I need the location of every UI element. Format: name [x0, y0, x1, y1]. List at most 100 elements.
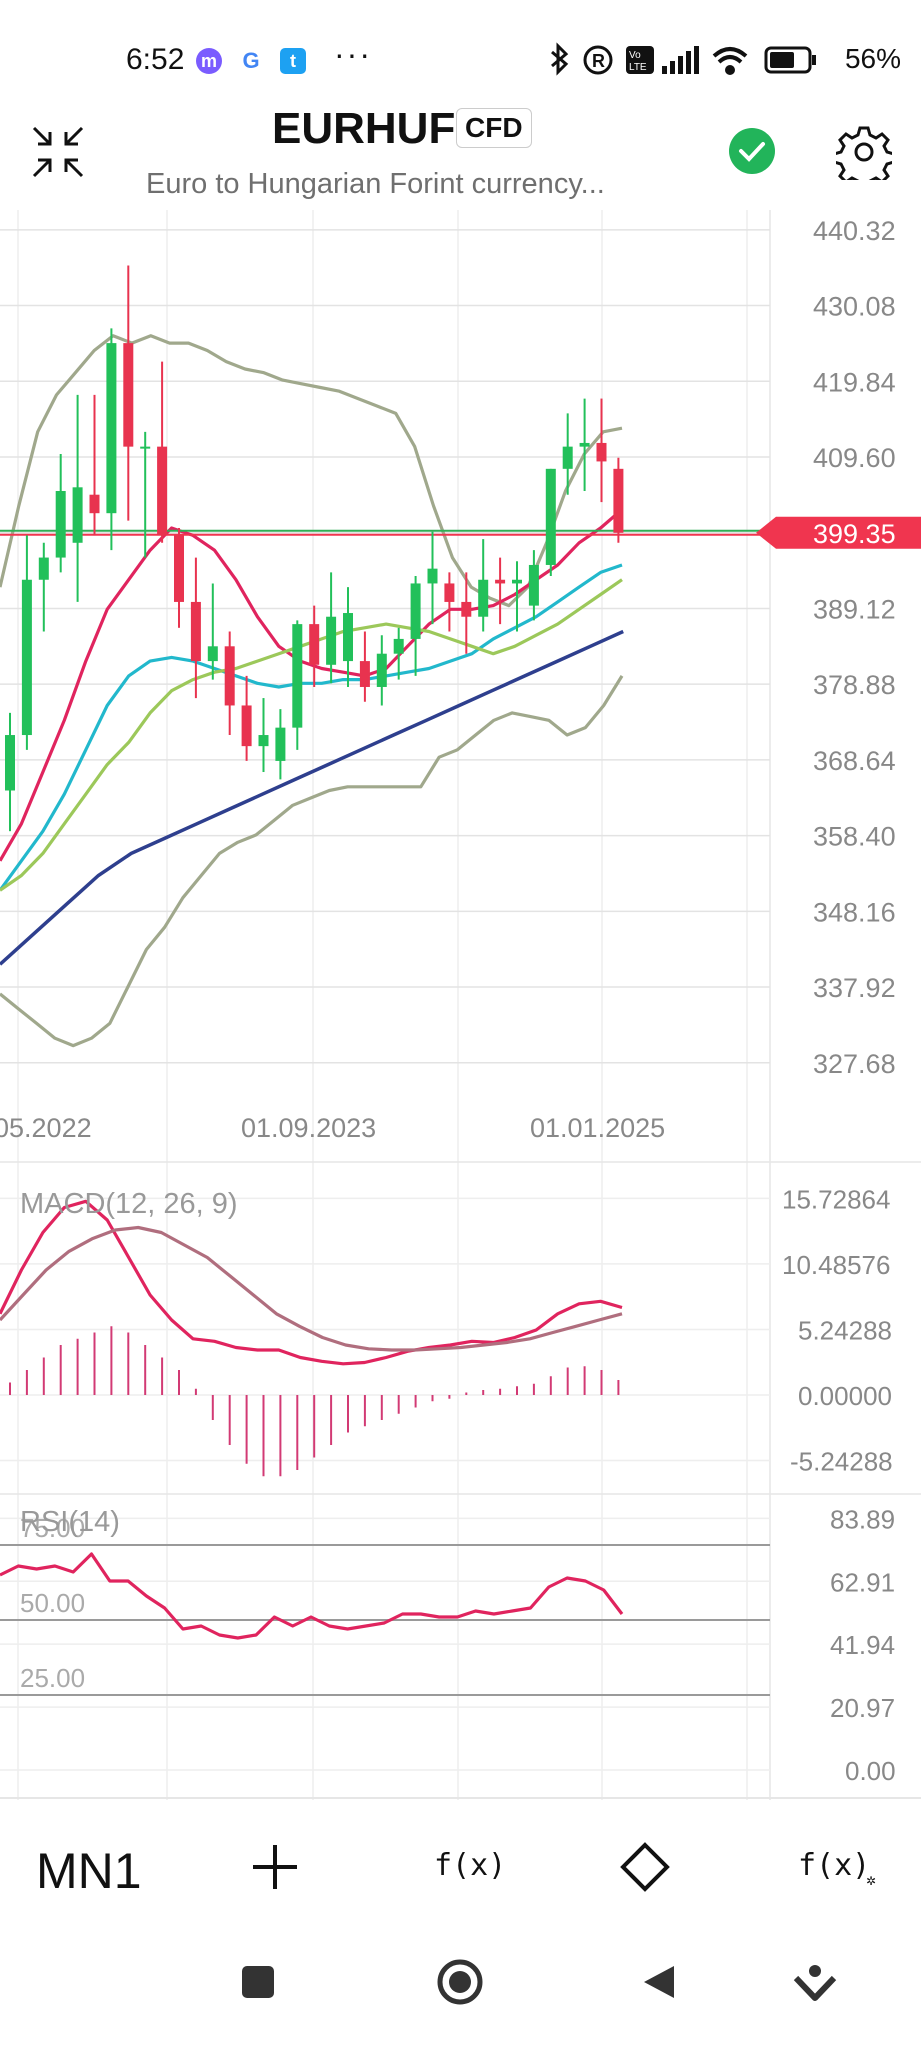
back-button: [644, 1966, 674, 1998]
candle-body: [224, 646, 235, 706]
candle-body: [241, 705, 252, 747]
candle-body: [157, 446, 168, 536]
current-price-label: 399.35: [813, 519, 896, 549]
candle-body: [512, 579, 522, 584]
market-open-check-icon: [729, 128, 775, 174]
y-tick-label: 358.40: [813, 822, 896, 852]
y-tick-label: 368.64: [813, 746, 896, 776]
candle-body: [5, 735, 15, 791]
macd-y-tick-label: -5.24288: [790, 1447, 893, 1477]
rsi-y-tick-label: 83.89: [830, 1504, 895, 1534]
candle-body: [393, 638, 404, 654]
candle-body: [376, 653, 387, 687]
recents-button: [242, 1966, 274, 1998]
candle-body: [495, 579, 506, 584]
add-icon[interactable]: [250, 1842, 300, 1892]
rsi-series-line: [0, 1552, 624, 1640]
candle-body: [562, 446, 573, 469]
more-dots-icon: ···: [334, 36, 372, 72]
indicator-ma_red: [0, 508, 624, 862]
android-nav-bar: [0, 1940, 921, 2048]
rsi-level-label: 75.00: [20, 1513, 85, 1543]
indicator-settings-icon[interactable]: f(x)✲: [798, 1848, 880, 1889]
symbol-title[interactable]: EURHUF: [272, 104, 456, 153]
timeframe-button[interactable]: MN1: [36, 1843, 142, 1899]
battery-percent: 56%: [844, 43, 901, 74]
collapse-icon[interactable]: [28, 122, 88, 182]
macd-series-line: [0, 1225, 623, 1352]
macd-y-tick-label: 5.24288: [798, 1315, 892, 1345]
chart-canvas[interactable]: 440.32 430.08 419.84 409.60 389.12 378.88 368.…: [0, 210, 921, 1800]
home-button: [437, 1959, 483, 2005]
indicator-ma_cyan: [0, 563, 623, 892]
y-tick-label: 440.32: [813, 216, 896, 246]
gear-icon[interactable]: [836, 124, 892, 180]
drawing-icon[interactable]: [620, 1842, 670, 1892]
signal-icon: [662, 46, 699, 74]
indicator-bollinger_upper: [0, 334, 623, 608]
candle-body: [326, 616, 337, 665]
candle-body: [545, 468, 556, 565]
x-tick-label: 01.01.2025: [530, 1113, 665, 1143]
candle-body: [579, 442, 590, 447]
candle-body: [444, 583, 455, 602]
candle-body: [410, 583, 421, 639]
candle-body: [140, 446, 151, 449]
rsi-title: RSI(14): [20, 1506, 120, 1538]
candle-body: [528, 564, 539, 606]
rsi-y-tick-label: 41.94: [830, 1630, 895, 1660]
rsi-level-label: 25.00: [20, 1663, 85, 1693]
candle-body: [106, 343, 117, 514]
candle-body: [359, 661, 370, 687]
candle-body: [258, 735, 269, 747]
y-tick-label: 337.92: [813, 973, 896, 1003]
macd-y-tick-label: 15.72864: [782, 1184, 890, 1214]
chart-header: EURHUF CFD Euro to Hungarian Forint curr…: [0, 100, 921, 210]
messenger-icon: m: [196, 48, 222, 74]
symbol-description: Euro to Hungarian Forint currency...: [146, 168, 605, 200]
macd-series-line: [0, 1199, 623, 1366]
function-icon[interactable]: f(x): [434, 1848, 507, 1883]
candle-body: [461, 601, 472, 617]
google-icon: G: [238, 48, 264, 74]
status-time: 6:52: [126, 43, 185, 76]
candle-body: [292, 624, 303, 728]
candle-body: [275, 727, 286, 761]
current-price-tag: [756, 516, 921, 549]
indicator-bollinger_lower: [0, 675, 624, 1048]
candle-body: [123, 343, 134, 447]
y-tick-label: 430.08: [813, 292, 896, 322]
chart-area[interactable]: 440.32 430.08 419.84 409.60 389.12 378.88 368.…: [0, 210, 921, 1805]
svg-text:Vo: Vo: [629, 50, 641, 61]
battery-icon: [764, 46, 816, 74]
small-gear-icon: ✲: [866, 1870, 876, 1889]
candle-body: [21, 579, 32, 736]
volte-icon: Vo LTE: [626, 46, 654, 74]
candle-body: [613, 468, 624, 533]
candle-body: [343, 613, 353, 662]
y-tick-label: 348.16: [813, 897, 896, 927]
svg-text:R: R: [592, 51, 605, 71]
x-tick-label: 01.09.2023: [241, 1113, 376, 1143]
macd-y-tick-label: 0.00000: [798, 1381, 892, 1411]
twitter-icon: t: [280, 48, 306, 74]
candle-body: [427, 568, 438, 584]
registered-icon: R: [583, 45, 613, 75]
candle-body: [55, 491, 66, 558]
candle-body: [38, 557, 49, 580]
rsi-y-tick-label: 20.97: [830, 1693, 895, 1723]
svg-text:LTE: LTE: [629, 62, 647, 73]
candle-body: [174, 535, 184, 602]
candle-body: [190, 601, 201, 662]
y-tick-label: 419.84: [813, 367, 896, 397]
y-tick-label: 378.88: [813, 670, 896, 700]
candle-body: [72, 487, 83, 543]
x-tick-label: 05.2022: [0, 1113, 92, 1143]
candle-body: [478, 579, 489, 617]
candle-body: [596, 442, 607, 462]
instrument-type-badge: CFD: [456, 108, 532, 148]
y-tick-label: 389.12: [813, 594, 896, 624]
candle-body: [89, 494, 100, 514]
rsi-y-tick-label: 62.91: [830, 1567, 895, 1597]
candle-body: [309, 624, 320, 665]
